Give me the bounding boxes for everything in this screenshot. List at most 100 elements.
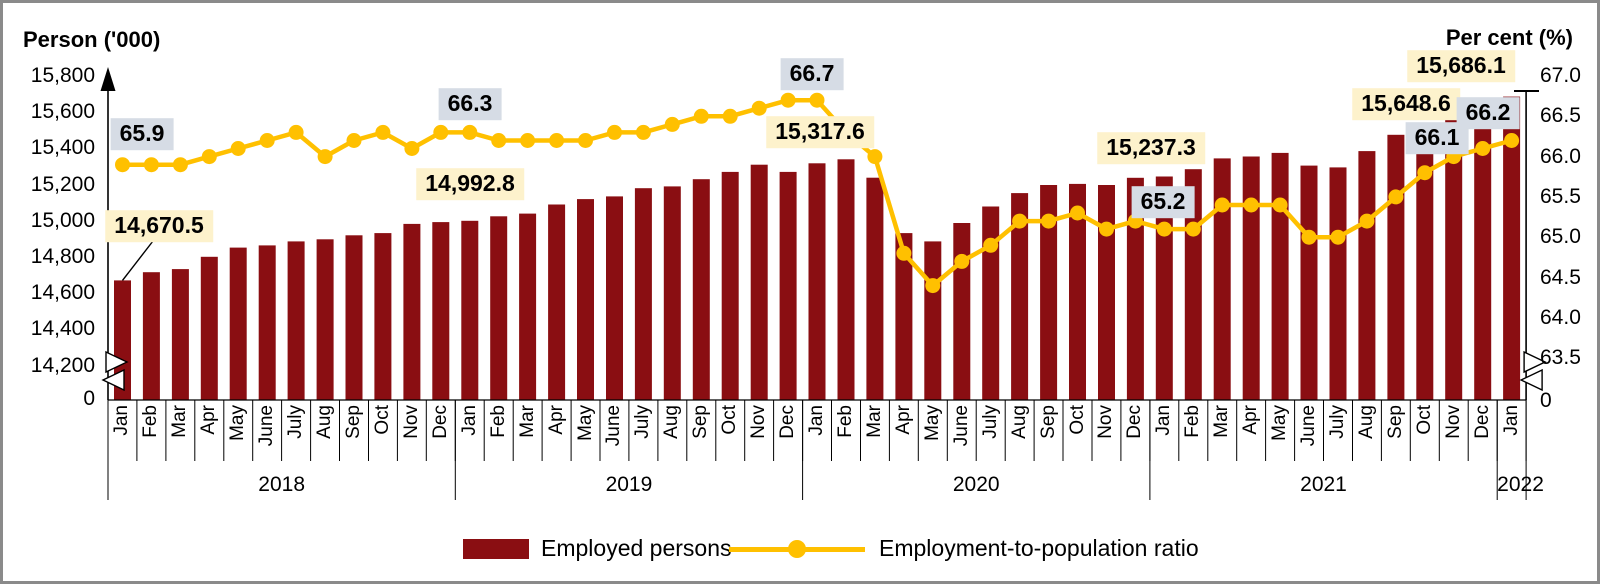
bar-July-2019 xyxy=(634,188,652,400)
line-marker-Mar-2021 xyxy=(1214,197,1230,213)
line-marker-Oct-2019 xyxy=(722,108,738,124)
line-marker-June-2020 xyxy=(954,253,970,269)
left-tick-15,000: 15,000 xyxy=(30,208,95,232)
month-label-Jan-2020: Jan xyxy=(806,405,828,436)
month-label-Oct-2021: Oct xyxy=(1413,405,1435,435)
legend-label-employed: Employed persons xyxy=(541,535,732,561)
month-label-Apr-2019: Apr xyxy=(545,405,567,435)
line-marker-Dec-2018 xyxy=(433,124,449,140)
bar-Sep-2021 xyxy=(1387,134,1405,401)
month-label-Sep-2020: Sep xyxy=(1037,405,1059,439)
bar-June-2018 xyxy=(258,245,276,400)
month-label-July-2019: July xyxy=(632,405,654,439)
callout-ratio-Dec-2020: 65.2 xyxy=(1131,186,1195,218)
bar-July-2021 xyxy=(1329,167,1347,400)
right-tick-66.0: 66.0 xyxy=(1540,144,1581,168)
month-label-Jan-2019: Jan xyxy=(458,405,480,436)
callout-bar-Dec-2020: 15,237.3 xyxy=(1097,132,1205,164)
line-marker-Mar-2019 xyxy=(520,133,536,148)
bar-Mar-2021 xyxy=(1213,158,1231,400)
legend-item-ratio: Employment-to-population ratio xyxy=(729,535,1199,562)
line-marker-Mar-2020 xyxy=(867,149,883,165)
month-label-Sep-2018: Sep xyxy=(342,405,364,439)
month-label-Oct-2018: Oct xyxy=(371,405,393,435)
line-marker-Sep-2019 xyxy=(693,108,709,124)
line-marker-June-2021 xyxy=(1301,229,1317,245)
line-marker-May-2019 xyxy=(578,133,593,148)
line-marker-Nov-2019 xyxy=(751,100,767,116)
month-label-Oct-2019: Oct xyxy=(719,405,741,435)
month-label-Mar-2018: Mar xyxy=(169,405,191,438)
month-label-Aug-2018: Aug xyxy=(314,405,336,439)
line-marker-Apr-2020 xyxy=(896,245,912,261)
year-label-2021: 2021 xyxy=(1300,473,1347,496)
month-label-Nov-2020: Nov xyxy=(1095,405,1117,439)
month-label-Nov-2021: Nov xyxy=(1442,405,1464,439)
bar-Apr-2020 xyxy=(895,233,913,400)
line-marker-Oct-2018 xyxy=(375,124,391,140)
line-marker-Feb-2019 xyxy=(491,133,507,148)
line-marker-July-2019 xyxy=(635,124,651,140)
line-marker-Dec-2021 xyxy=(1475,141,1491,156)
month-label-Jan-2021: Jan xyxy=(1153,405,1175,436)
month-label-Oct-2020: Oct xyxy=(1066,405,1088,435)
month-label-June-2018: June xyxy=(256,405,278,447)
callout-connector xyxy=(121,240,154,281)
line-marker-Jan-2022 xyxy=(1504,133,1520,148)
left-tick-15,800: 15,800 xyxy=(30,64,95,87)
year-label-2022: 2022 xyxy=(1497,473,1544,496)
bar-Dec-2021 xyxy=(1474,103,1492,401)
callout-ratio-Jan-2018: 65.9 xyxy=(110,118,174,150)
axis-break-icon xyxy=(1523,350,1547,374)
bar-Sep-2020 xyxy=(1040,185,1058,400)
line-marker-Jan-2019 xyxy=(462,124,478,140)
line-marker-Sep-2020 xyxy=(1041,213,1057,229)
bar-Jan-2018 xyxy=(114,280,131,400)
bar-Nov-2020 xyxy=(1098,185,1115,400)
month-label-May-2018: May xyxy=(227,405,249,441)
line-marker-Feb-2018 xyxy=(143,157,159,173)
line-marker-Apr-2018 xyxy=(201,149,217,165)
plot-area xyxy=(100,67,1547,500)
legend-item-employed: Employed persons xyxy=(463,535,732,562)
bar-Sep-2019 xyxy=(692,179,710,400)
line-marker-Nov-2018 xyxy=(404,141,420,156)
line-marker-Mar-2018 xyxy=(172,157,188,173)
callout-bar-Jan-2022: 15,686.1 xyxy=(1407,50,1515,82)
bar-Nov-2018 xyxy=(403,223,421,400)
line-marker-Dec-2019 xyxy=(780,92,796,108)
line-marker-June-2018 xyxy=(259,133,275,148)
bar-Feb-2018 xyxy=(142,272,160,400)
bar-Mar-2020 xyxy=(866,177,884,400)
month-label-May-2020: May xyxy=(921,405,943,441)
line-marker-Sep-2018 xyxy=(346,133,362,148)
month-label-Nov-2018: Nov xyxy=(400,405,422,439)
callout-bar-Jan-2020: 15,317.6 xyxy=(766,116,874,148)
right-tick-64.5: 64.5 xyxy=(1540,265,1581,289)
right-tick-65.5: 65.5 xyxy=(1540,184,1581,208)
line-swatch-marker-icon xyxy=(788,539,806,558)
bar-Oct-2020 xyxy=(1069,183,1086,400)
bar-July-2018 xyxy=(287,241,305,400)
right-tick-65.0: 65.0 xyxy=(1540,225,1581,249)
month-label-Dec-2021: Dec xyxy=(1471,405,1493,439)
left-tick-14,200: 14,200 xyxy=(30,353,95,377)
month-label-Dec-2019: Dec xyxy=(777,405,799,439)
left-tick-14,400: 14,400 xyxy=(30,317,95,341)
year-label-2018: 2018 xyxy=(258,473,305,496)
bar-Mar-2019 xyxy=(519,213,537,400)
bar-Dec-2019 xyxy=(779,171,797,400)
callout-bar-Jan-2018: 14,670.5 xyxy=(105,210,213,242)
right-tick-0: 0 xyxy=(1540,389,1552,412)
legend-label-ratio: Employment-to-population ratio xyxy=(879,535,1199,561)
month-label-Dec-2018: Dec xyxy=(429,405,451,439)
month-label-Apr-2018: Apr xyxy=(198,405,220,435)
line-marker-Feb-2021 xyxy=(1185,221,1201,237)
legend: Employed persons Employment-to-populatio… xyxy=(3,527,1597,569)
callout-bar-Dec-2018: 14,992.8 xyxy=(416,168,524,200)
bar-May-2021 xyxy=(1271,152,1289,400)
month-label-July-2021: July xyxy=(1326,405,1348,439)
line-marker-June-2019 xyxy=(607,124,622,140)
line-marker-Apr-2019 xyxy=(549,133,565,148)
